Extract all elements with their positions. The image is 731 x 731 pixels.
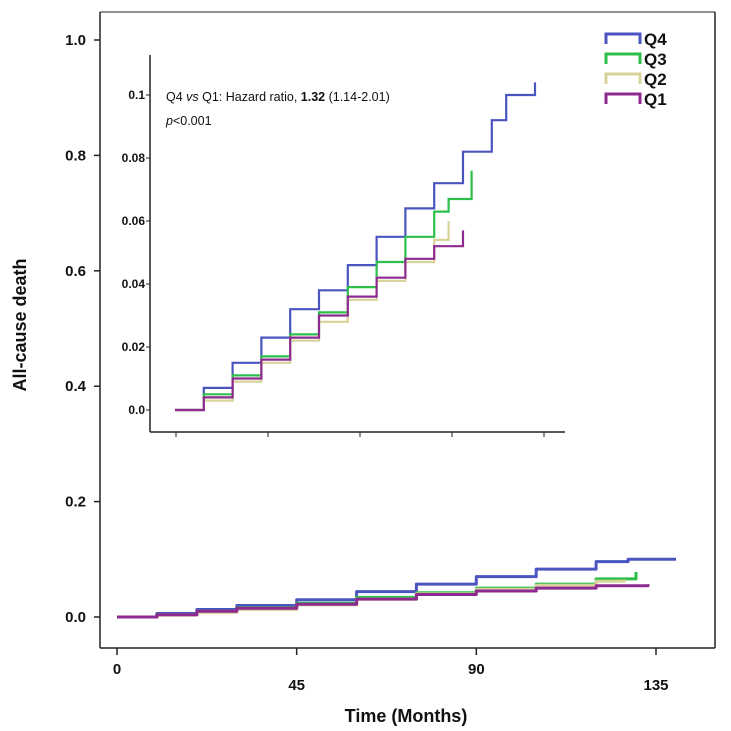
legend-label-q2: Q2	[644, 70, 667, 89]
inset-y-tick-label: 0.04	[122, 277, 146, 291]
inset-y-tick-label: 0.08	[122, 151, 146, 165]
main-y-tick-label: 1.0	[65, 32, 86, 49]
inset-line-q2	[175, 221, 450, 412]
inset-y-tick-label: 0.0	[128, 403, 145, 417]
inset-y-tick-label: 0.1	[128, 88, 145, 102]
main-series-lines	[117, 557, 676, 619]
main-y-tick-label: 0.4	[65, 378, 87, 395]
main-y-tick-label: 0.8	[65, 147, 86, 164]
inset-annotation-line1: Q4 vs Q1: Hazard ratio, 1.32 (1.14-2.01)	[166, 90, 390, 104]
inset-line-q1	[175, 230, 465, 412]
main-y-tick-label: 0.0	[65, 609, 86, 626]
main-line-q1	[117, 584, 650, 619]
main-y-tick-label: 0.6	[65, 263, 86, 280]
main-y-tick-label: 0.2	[65, 494, 86, 511]
inset-y-tick-label: 0.02	[122, 340, 146, 354]
legend-swatch-q4	[604, 32, 642, 44]
main-x-tick-label: 0	[113, 661, 121, 678]
x-axis-title: Time (Months)	[345, 706, 468, 726]
inset-series-lines	[175, 82, 537, 412]
y-axis-title: All-cause death	[10, 258, 30, 391]
inset-annotation-line2: p<0.001	[165, 114, 212, 128]
main-y-ticks: 0.0 0.2 0.4 0.6 0.8 1.0	[65, 32, 100, 626]
main-x-tick-label: 45	[288, 677, 305, 694]
legend-swatch-q1	[604, 92, 642, 104]
main-x-tick-label: 135	[643, 677, 668, 694]
legend-swatch-q3	[604, 52, 642, 64]
legend-label-q3: Q3	[644, 50, 667, 69]
inset-y-ticks: 0.0 0.02 0.04 0.06 0.08 0.1	[122, 88, 150, 417]
main-x-tick-label: 90	[468, 661, 485, 678]
legend-swatch-q2	[604, 72, 642, 84]
main-x-ticks: 0 45 90 135	[113, 648, 669, 694]
legend-label-q1: Q1	[644, 90, 667, 109]
main-line-q3	[117, 572, 638, 619]
inset-line-q4	[175, 82, 537, 412]
inset-x-ticks	[175, 432, 545, 437]
inset-y-tick-label: 0.06	[122, 214, 146, 228]
legend-label-q4: Q4	[644, 30, 667, 49]
